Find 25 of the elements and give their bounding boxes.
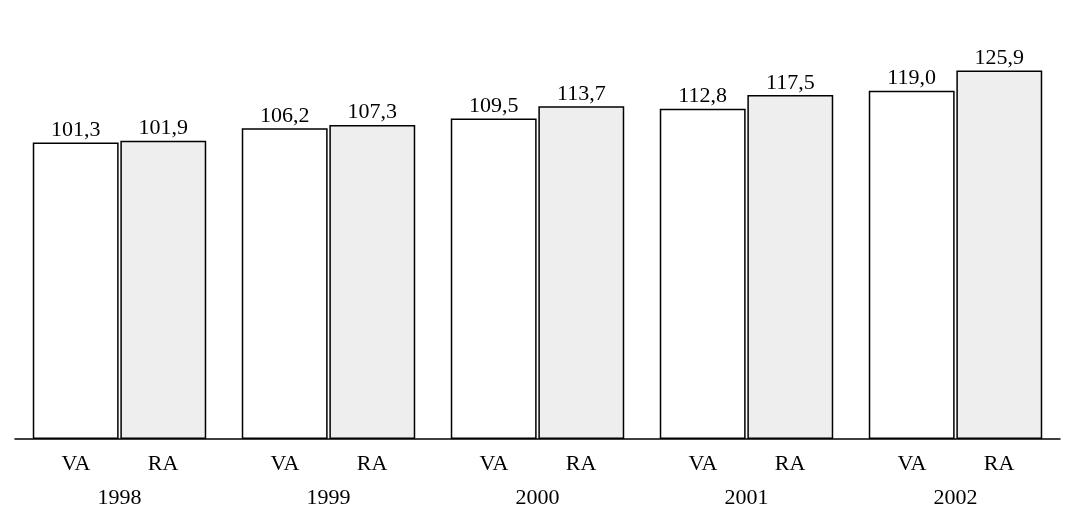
text: RA (565, 449, 597, 475)
data-label: 119,0 (887, 64, 937, 90)
text: VA (479, 449, 509, 475)
x-tick-label: 2000 (515, 483, 560, 507)
text: RA (983, 449, 1015, 475)
series-label: RA (147, 449, 179, 475)
data-label: 113,7 (556, 79, 606, 105)
text: VA (897, 449, 927, 475)
series-label: VA (61, 449, 91, 475)
text: RA (356, 449, 388, 475)
text: VA (688, 449, 718, 475)
data-label: 117,5 (765, 68, 815, 94)
text: RA (774, 449, 806, 475)
data-label: 107,3 (347, 98, 398, 124)
data-label: 125,9 (974, 44, 1025, 70)
data-label: 106,2 (259, 101, 310, 127)
x-tick-label: 1999 (306, 483, 351, 507)
x-tick-label: 2001 (724, 483, 769, 507)
x-tick-label: 1998 (97, 483, 142, 507)
data-label: 112,8 (678, 82, 728, 108)
data-label: 101,3 (50, 116, 101, 142)
data-label: 101,9 (138, 114, 189, 140)
data-label: 109,5 (468, 92, 519, 118)
x-tick-label: 2002 (933, 483, 978, 507)
text: VA (270, 449, 300, 475)
